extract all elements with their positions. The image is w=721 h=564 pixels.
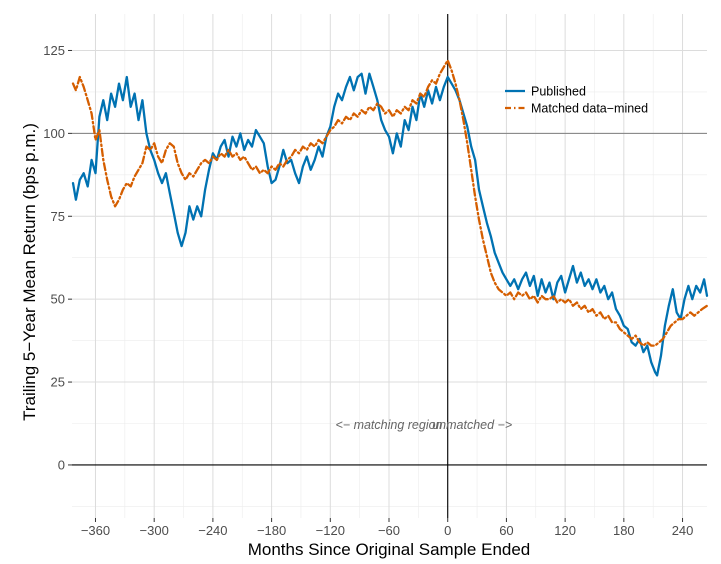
x-tick-label: 240 bbox=[672, 523, 694, 538]
x-tick-label: 60 bbox=[499, 523, 513, 538]
annotation-unmatched: unmatched −> bbox=[432, 418, 512, 432]
x-tick-label: −180 bbox=[257, 523, 286, 538]
y-tick-label: 100 bbox=[43, 126, 65, 141]
y-tick-label: 25 bbox=[51, 375, 65, 390]
y-tick-label: 50 bbox=[51, 292, 65, 307]
x-tick-label: −300 bbox=[140, 523, 169, 538]
series-line-published bbox=[71, 72, 709, 377]
y-tick-label: 125 bbox=[43, 43, 65, 58]
reference-lines bbox=[72, 14, 707, 518]
legend-label-matched-data-mined: Matched data−mined bbox=[531, 102, 648, 116]
y-tick-label: 75 bbox=[51, 209, 65, 224]
x-axis-tick-labels: −360 −300 −240 −180 −120 −60 0 60 120 180 240 bbox=[81, 518, 694, 538]
major-gridlines bbox=[72, 14, 707, 518]
series-layer bbox=[71, 59, 709, 377]
x-tick-label: 180 bbox=[613, 523, 635, 538]
x-tick-label: −240 bbox=[198, 523, 227, 538]
y-axis-tick-labels: 0 25 50 75 100 125 bbox=[43, 43, 72, 472]
x-tick-label: 120 bbox=[554, 523, 576, 538]
x-tick-label: −60 bbox=[378, 523, 400, 538]
series-line-matched-data-mined bbox=[71, 59, 709, 347]
x-tick-label: −120 bbox=[316, 523, 345, 538]
y-tick-label: 0 bbox=[58, 457, 65, 472]
x-axis-title: Months Since Original Sample Ended bbox=[248, 540, 531, 559]
legend: Published Matched data−mined bbox=[505, 85, 648, 116]
legend-label-published: Published bbox=[531, 85, 586, 99]
y-axis-title: Trailing 5−Year Mean Return (bps p.m.) bbox=[20, 123, 39, 421]
x-tick-label: −360 bbox=[81, 523, 110, 538]
annotation-matching-region: <− matching region bbox=[336, 418, 443, 432]
x-tick-label: 0 bbox=[444, 523, 451, 538]
